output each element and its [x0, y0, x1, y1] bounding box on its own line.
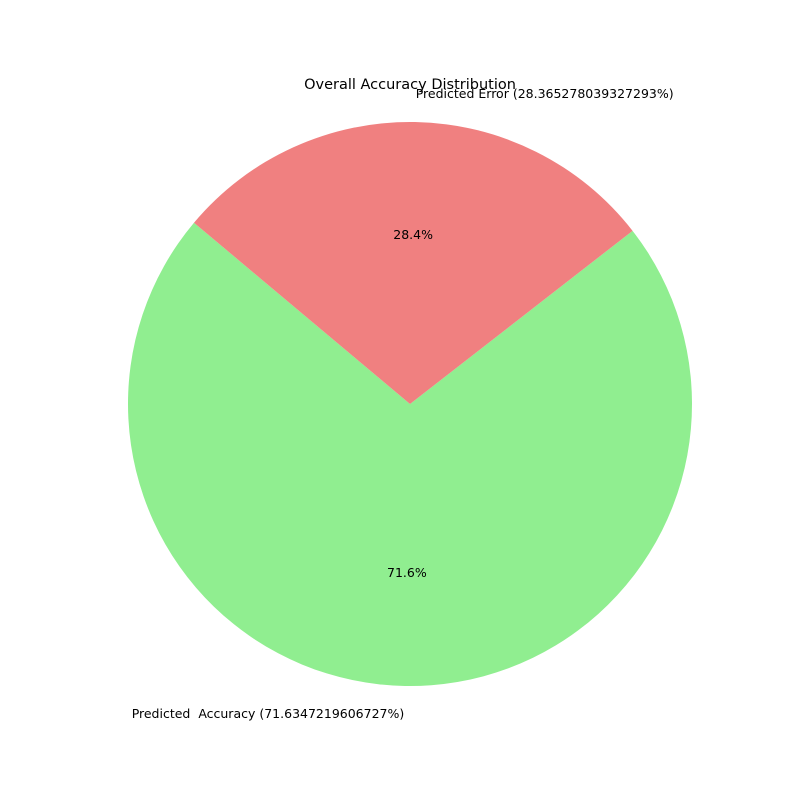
pie-slice-label: Predicted Accuracy (71.6347219606727%)	[132, 706, 405, 721]
pie-labels: 71.6% Predicted Accuracy (71.634721960672…	[132, 86, 674, 721]
pie-slice-percent-label: 71.6%	[387, 565, 427, 580]
pie-slice-accuracy	[128, 222, 693, 686]
pie-slice-percent-label: 28.4%	[393, 227, 433, 242]
pie-slice-error	[193, 121, 633, 404]
pie-slice-label: Predicted Error (28.365278039327293%)	[416, 86, 674, 101]
chart-title: Overall Accuracy Distribution	[304, 77, 516, 93]
pie-slices	[128, 121, 693, 686]
